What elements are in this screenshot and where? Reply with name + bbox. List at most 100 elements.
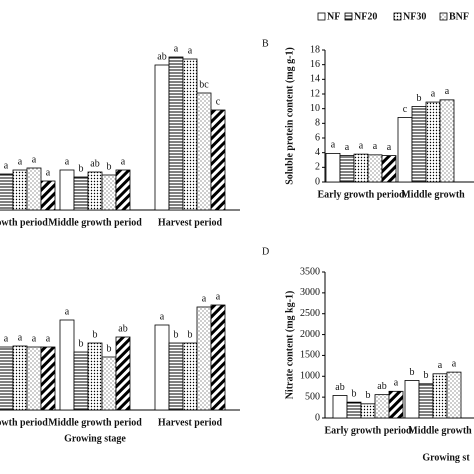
- significance-letter: a: [174, 43, 179, 54]
- x-axis-label: Growing st: [422, 452, 470, 463]
- bar: [432, 373, 448, 419]
- significance-letter: b: [79, 338, 84, 349]
- legend-swatch: [393, 12, 402, 21]
- significance-letter: b: [352, 388, 357, 399]
- significance-letter: a: [121, 156, 126, 167]
- significance-letter: a: [445, 86, 450, 97]
- bar: [0, 173, 14, 211]
- bar: [26, 167, 42, 211]
- bar: [182, 342, 198, 411]
- significance-letter: a: [394, 378, 399, 389]
- bar: [182, 58, 198, 211]
- x-tick-label: Early growth period: [324, 425, 411, 436]
- significance-letter: b: [79, 163, 84, 174]
- significance-letter: a: [46, 167, 51, 178]
- significance-letter: a: [188, 45, 193, 56]
- bar: [196, 306, 212, 411]
- legend-swatch: [344, 12, 353, 21]
- bar: [115, 169, 131, 211]
- bar: [404, 380, 420, 419]
- significance-letter: ab: [118, 323, 127, 334]
- significance-letter: ab: [157, 51, 166, 62]
- x-tick-label: Harvest period: [158, 217, 223, 228]
- legend-label: BNF: [449, 11, 469, 22]
- bar: [59, 169, 75, 211]
- bar: [168, 56, 184, 211]
- bar: [418, 383, 434, 419]
- significance-letter: a: [160, 311, 165, 322]
- panel-label: B: [262, 38, 269, 49]
- significance-letter: a: [216, 291, 221, 302]
- y-tick-label: 2000: [300, 329, 320, 340]
- bar: [325, 152, 341, 183]
- x-axis-label: Growing stage: [64, 433, 126, 444]
- bar: [115, 336, 131, 411]
- bar: [87, 171, 103, 211]
- significance-letter: ab: [377, 381, 386, 392]
- significance-letter: a: [345, 142, 350, 153]
- significance-letter: b: [410, 367, 415, 378]
- bar: [411, 106, 427, 183]
- bar: [12, 345, 28, 411]
- y-tick-label: 2500: [300, 308, 320, 319]
- significance-letter: b: [366, 390, 371, 401]
- significance-letter: a: [4, 160, 9, 171]
- bar: [332, 395, 348, 419]
- significance-letter: a: [331, 140, 336, 151]
- significance-letter: a: [18, 332, 23, 343]
- significance-letter: a: [46, 333, 51, 344]
- significance-letter: a: [452, 358, 457, 369]
- y-tick-label: 14: [310, 74, 320, 85]
- significance-letter: a: [438, 360, 443, 371]
- significance-letter: bc: [199, 79, 209, 90]
- x-tick-label: Middle growth: [401, 189, 465, 200]
- y-tick-label: 10: [310, 103, 320, 114]
- bar: [0, 346, 14, 411]
- bar: [87, 342, 103, 411]
- bar: [40, 346, 56, 411]
- bar: [154, 64, 170, 211]
- bar: [446, 371, 462, 419]
- bar: [73, 351, 89, 411]
- y-tick-label: 16: [310, 59, 320, 70]
- significance-letter: b: [424, 370, 429, 381]
- bar: [210, 109, 226, 211]
- bar: [367, 154, 383, 183]
- bar: [339, 155, 355, 183]
- legend-label: NF: [327, 11, 340, 22]
- bar: [40, 180, 56, 211]
- bar: [101, 174, 117, 211]
- significance-letter: a: [65, 156, 70, 167]
- significance-letter: a: [32, 333, 37, 344]
- significance-letter: a: [4, 333, 9, 344]
- bar: [12, 169, 28, 211]
- panel-label: D: [262, 246, 269, 257]
- y-axis-label: Nitrate content (mg kg-1): [284, 291, 295, 400]
- bar: [154, 324, 170, 411]
- significance-letter: b: [174, 329, 179, 340]
- x-tick-label: rowth period: [0, 417, 48, 428]
- x-tick-label: Early growth period: [317, 189, 404, 200]
- significance-letter: a: [431, 88, 436, 99]
- y-tick-label: 8: [315, 118, 320, 129]
- bar: [360, 403, 376, 419]
- y-tick-label: 6: [315, 132, 320, 143]
- y-tick-label: 12: [310, 88, 320, 99]
- significance-letter: b: [107, 161, 112, 172]
- significance-letter: ab: [90, 158, 99, 169]
- bar: [388, 390, 404, 419]
- y-tick-label: 4: [315, 147, 320, 158]
- bar: [397, 117, 413, 183]
- legend-label: NF20: [354, 11, 377, 22]
- bar: [101, 356, 117, 411]
- bar: [210, 304, 226, 411]
- significance-letter: b: [417, 93, 422, 104]
- significance-letter: a: [65, 306, 70, 317]
- y-tick-label: 3000: [300, 287, 320, 298]
- significance-letter: a: [373, 141, 378, 152]
- bar: [381, 155, 397, 183]
- y-axis-label: Soluble protein content (mg g-1): [284, 47, 295, 185]
- x-tick-label: rowth period: [0, 217, 48, 228]
- legend-label: NF30: [403, 11, 426, 22]
- significance-letter: c: [216, 96, 221, 107]
